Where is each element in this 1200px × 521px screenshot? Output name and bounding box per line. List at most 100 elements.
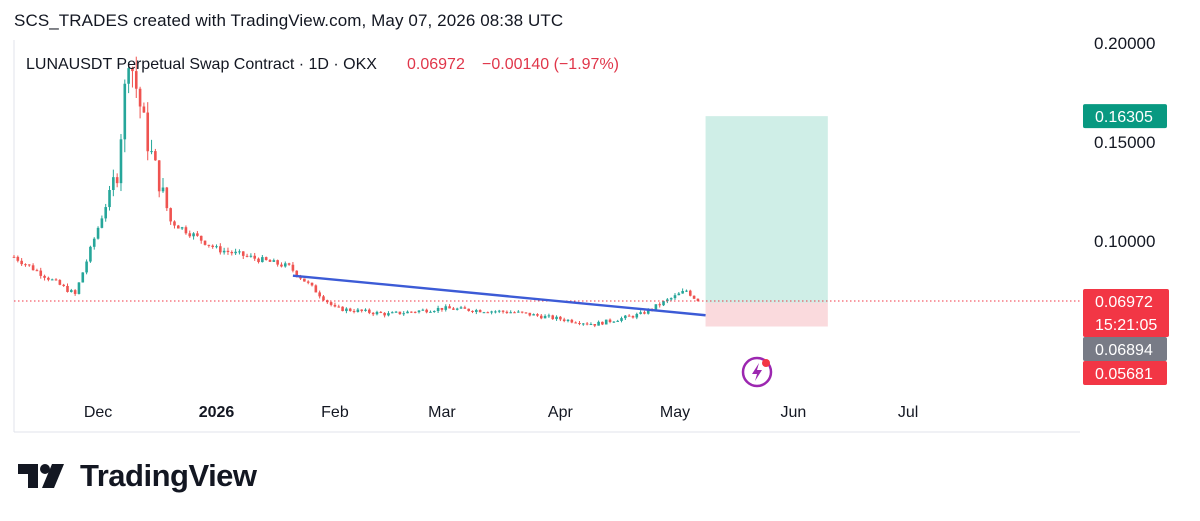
candle-body	[249, 255, 253, 257]
candle-body	[624, 315, 627, 319]
candle-body	[77, 282, 81, 294]
price-axis[interactable]: 0.20000 0.15000 0.10000	[1094, 34, 1155, 251]
candle-body	[383, 312, 386, 316]
candle-body	[39, 270, 43, 276]
candle-body	[215, 246, 218, 248]
candle-body	[222, 250, 226, 253]
candle-body	[268, 260, 272, 262]
candle-body	[555, 316, 558, 320]
candle-body	[341, 306, 344, 312]
candle-body	[364, 309, 367, 311]
candle-body	[188, 233, 192, 237]
candle-body	[211, 245, 214, 248]
candle-body	[425, 309, 428, 313]
candle-body	[646, 308, 650, 314]
svg-text:0.16305: 0.16305	[1095, 109, 1153, 126]
candle-body	[150, 151, 153, 153]
candle-body	[291, 264, 295, 271]
candle-body	[108, 190, 111, 208]
candle-body	[673, 295, 677, 299]
candle-body	[685, 290, 688, 292]
candle-body	[81, 272, 85, 283]
candle-body	[16, 256, 20, 261]
candle-body	[47, 277, 50, 280]
candle-body	[184, 227, 188, 234]
candle-body	[394, 311, 398, 313]
candle-body	[593, 324, 597, 326]
candle-body	[119, 139, 123, 184]
candle-body	[559, 316, 562, 320]
candle-body	[547, 315, 551, 317]
candle-body	[196, 233, 199, 236]
candle-body	[643, 312, 646, 314]
time-tick-label: Feb	[321, 404, 349, 421]
candle-body	[176, 225, 180, 229]
candle-body	[471, 310, 474, 312]
long-position-stop-zone[interactable]	[705, 302, 828, 327]
candle-body	[459, 307, 463, 309]
candle-body	[390, 312, 394, 314]
candle-body	[161, 187, 165, 192]
candle-body	[180, 227, 184, 229]
candle-body	[589, 324, 593, 326]
candle-body	[92, 238, 96, 247]
candle-body	[562, 319, 566, 322]
candle-body	[226, 250, 230, 253]
candle-body	[467, 308, 470, 311]
tradingview-logo-icon	[18, 464, 64, 488]
candle-body	[280, 264, 283, 267]
legend-change: −0.00140 (−1.97%)	[482, 56, 619, 73]
candle-body	[169, 208, 172, 222]
candle-body	[597, 321, 600, 326]
candle-body	[131, 68, 134, 72]
candle-body	[253, 255, 257, 259]
candle-body	[524, 312, 528, 314]
candle-body	[639, 312, 642, 314]
candle-body	[104, 207, 107, 219]
candle-body	[570, 319, 574, 323]
candle-body	[532, 314, 535, 316]
candle-body	[604, 319, 608, 325]
candlestick-series	[12, 56, 700, 328]
last-price-label: 0.06972 15:21:05	[1083, 288, 1169, 337]
candle-body	[35, 270, 39, 272]
candle-body	[379, 311, 383, 313]
candle-body	[264, 257, 268, 261]
descending-trendline[interactable]	[292, 274, 706, 317]
candle-body	[520, 311, 524, 313]
candle-body	[486, 312, 490, 314]
candle-body	[448, 306, 451, 309]
candle-body	[631, 316, 635, 318]
candle-body	[230, 252, 234, 254]
svg-text:0.06972: 0.06972	[1095, 294, 1153, 311]
candle-body	[50, 279, 54, 281]
svg-text:0.06894: 0.06894	[1095, 342, 1153, 359]
candle-body	[692, 295, 696, 299]
candle-body	[100, 218, 104, 228]
candle-body	[314, 285, 318, 293]
time-axis[interactable]: Dec 2026 Feb Mar Apr May Jun Jul	[84, 404, 918, 421]
candle-body	[356, 309, 360, 312]
candle-body	[157, 160, 161, 192]
lightning-bolt-icon[interactable]	[741, 356, 773, 388]
candle-body	[360, 309, 363, 311]
candle-body	[146, 112, 150, 152]
candle-body	[494, 311, 497, 313]
price-tick-label: 0.20000	[1094, 34, 1155, 53]
candle-body	[551, 315, 555, 320]
candle-body	[578, 323, 581, 325]
candle-body	[666, 299, 669, 302]
candle-body	[54, 279, 58, 281]
candle-body	[112, 177, 115, 191]
candle-body	[283, 263, 287, 267]
candle-body	[127, 68, 130, 84]
candle-body	[207, 244, 211, 246]
long-position-target-zone[interactable]	[705, 116, 828, 303]
candle-body	[73, 290, 77, 294]
time-tick-label: Jul	[898, 404, 918, 421]
candle-body	[245, 255, 249, 257]
candle-body	[295, 270, 299, 277]
candle-body	[402, 313, 406, 315]
tradingview-brand: TradingView	[18, 458, 257, 494]
